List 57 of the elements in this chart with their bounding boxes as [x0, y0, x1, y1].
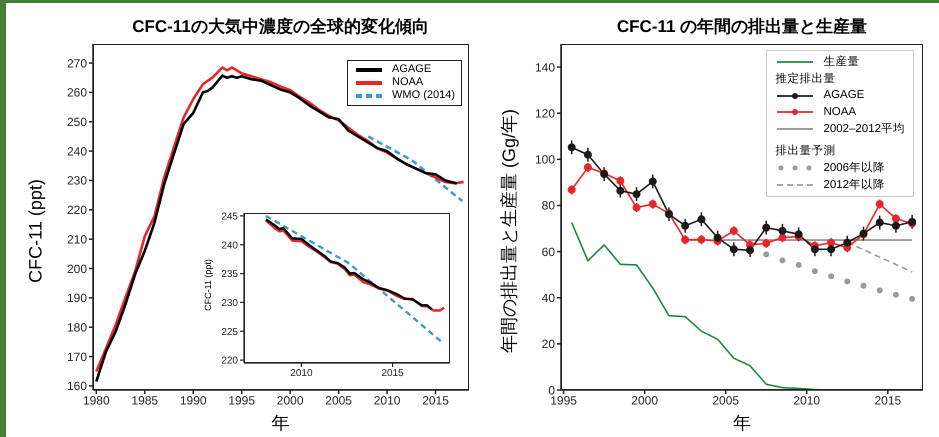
y-tick-label: 160: [66, 379, 88, 394]
x-tick-label: 2000: [276, 394, 304, 408]
y-tick-label: 100: [534, 152, 556, 167]
x-tick-label: 2000: [631, 394, 658, 408]
y-tick-label: 200: [66, 262, 88, 276]
y-tick-label: 225: [221, 326, 238, 338]
y-tick-label: 250: [66, 115, 88, 130]
y-tick-label: 240: [66, 144, 88, 158]
legend-label: 2002–2012平均: [823, 122, 905, 137]
legend-label: 2012年以降: [823, 178, 886, 193]
x-tick-label: 2010: [374, 394, 401, 408]
legend-label: AGAGE: [392, 63, 432, 76]
y-tick-label: 40: [542, 290, 556, 305]
legend-label: AGAGE: [823, 88, 864, 104]
y-tick-label: 180: [66, 320, 88, 334]
y-tick-label: 230: [221, 298, 238, 309]
x-tick-label: 2015: [422, 394, 450, 408]
y-tick-label: 170: [66, 350, 88, 364]
legend-label: NOAA: [823, 105, 856, 120]
y-tick-label: 235: [221, 269, 238, 280]
legend-label: WMO (2014): [392, 89, 455, 103]
y-tick-label: 210: [66, 232, 88, 246]
x-tick-label: 2010: [793, 394, 820, 408]
x-tick-label: 1980: [82, 394, 110, 408]
legend-label: NOAA: [392, 76, 424, 90]
legend-label: 2006年以降: [823, 160, 886, 176]
y-tick-label: 190: [66, 291, 88, 306]
y-axis-title: CFC-11 (ppt): [26, 179, 46, 283]
y-tick-label: 60: [542, 244, 556, 259]
x-tick-label: 1995: [228, 394, 256, 408]
y-tick-label: 220: [66, 203, 88, 218]
y-tick-label: 240: [221, 240, 238, 252]
legend-label: 生産量: [823, 54, 860, 70]
y-tick-label: 20: [542, 337, 556, 352]
annotation: 推定排出量: [775, 72, 836, 87]
y-axis-title: CFC-11 (ppt): [203, 259, 213, 311]
y-tick-label: 260: [66, 86, 88, 100]
x-tick-label: 2005: [325, 394, 352, 408]
y-tick-label: 230: [66, 174, 88, 188]
y-tick-label: 140: [534, 60, 556, 74]
chart-title: CFC-11 の年間の排出量と生産量: [616, 16, 868, 38]
chart-title: CFC-11の大気中濃度の全球的変化傾向: [131, 16, 430, 38]
y-tick-label: 220: [221, 356, 238, 367]
y-tick-label: 80: [542, 198, 556, 213]
y-tick-label: 245: [221, 211, 238, 222]
x-tick-label: 1985: [131, 394, 158, 408]
x-tick-label: 2015: [874, 394, 902, 408]
y-tick-label: 120: [534, 106, 556, 120]
x-axis-title: 年: [732, 412, 752, 435]
y-axis-title: 年間の排出量と生産量 (Gg/年): [498, 108, 520, 354]
x-tick-label: 1990: [180, 394, 207, 408]
x-tick-label: 2015: [381, 368, 404, 380]
x-tick-label: 2005: [712, 394, 740, 408]
annotation: 排出量予測: [775, 144, 836, 160]
x-axis-title: 年: [270, 412, 290, 435]
y-tick-label: 270: [66, 56, 88, 70]
x-tick-label: 2010: [290, 368, 313, 380]
